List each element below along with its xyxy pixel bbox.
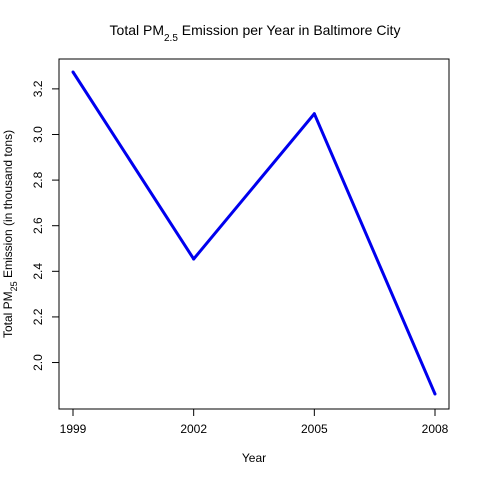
y-tick-label: 2.8 (31, 171, 45, 188)
data-point (71, 70, 75, 74)
y-tick-label: 2.4 (31, 263, 45, 280)
y-tick-label: 2.2 (31, 308, 45, 325)
x-tick-label: 1999 (60, 422, 87, 436)
chart-title-suffix: Emission per Year in Baltimore City (178, 22, 401, 38)
y-tick-label: 2.0 (31, 354, 45, 371)
x-tick-label: 2002 (180, 422, 207, 436)
y-axis-title: Total PM25 Emission (in thousand tons) (1, 130, 19, 338)
data-point (192, 257, 196, 261)
chart-title-subscript: 2.5 (164, 33, 178, 44)
chart-title: Total PM2.5 Emission per Year in Baltimo… (110, 22, 401, 44)
x-tick-label: 2005 (301, 422, 328, 436)
y-axis-title-prefix: Total PM (1, 291, 15, 338)
x-axis: 1999 2002 2005 2008 (60, 408, 449, 436)
plot-area-border (58, 58, 450, 410)
chart-title-prefix: Total PM (110, 22, 164, 38)
data-point (433, 392, 437, 396)
y-axis-title-subscript: 25 (9, 281, 19, 291)
y-axis-title-suffix: Emission (in thousand tons) (1, 130, 15, 281)
series-line-0 (71, 71, 437, 395)
y-tick-label: 3.0 (31, 126, 45, 143)
y-tick-label: 2.6 (31, 217, 45, 234)
y-axis: 2.0 2.2 2.4 2.6 2.8 3.0 3.2 (31, 80, 60, 371)
x-tick-label: 2008 (422, 422, 449, 436)
x-axis-title: Year (242, 451, 266, 465)
y-tick-label: 3.2 (31, 80, 45, 97)
series-layer (71, 70, 437, 396)
data-point (312, 112, 316, 116)
